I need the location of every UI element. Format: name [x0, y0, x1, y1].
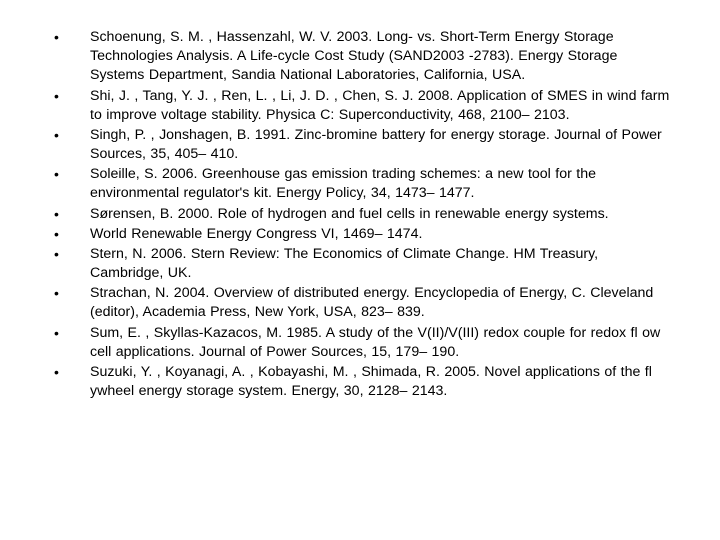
reference-text: Schoenung, S. M. , Hassenzahl, W. V. 200… — [90, 28, 672, 86]
list-item: • Suzuki, Y. , Koyanagi, A. , Kobayashi,… — [48, 363, 672, 401]
reference-text: Singh, P. , Jonshagen, B. 1991. Zinc-bro… — [90, 126, 672, 164]
list-item: • Shi, J. , Tang, Y. J. , Ren, L. , Li, … — [48, 87, 672, 125]
bullet-icon: • — [48, 28, 90, 47]
reference-text: Suzuki, Y. , Koyanagi, A. , Kobayashi, M… — [90, 363, 672, 401]
bullet-icon: • — [48, 225, 90, 244]
list-item: • Singh, P. , Jonshagen, B. 1991. Zinc-b… — [48, 126, 672, 164]
reference-text: Soleille, S. 2006. Greenhouse gas emissi… — [90, 165, 672, 203]
list-item: • Sum, E. , Skyllas-Kazacos, M. 1985. A … — [48, 324, 672, 362]
bullet-icon: • — [48, 165, 90, 184]
reference-text: Strachan, N. 2004. Overview of distribut… — [90, 284, 672, 322]
bullet-icon: • — [48, 284, 90, 303]
list-item: • Stern, N. 2006. Stern Review: The Econ… — [48, 245, 672, 283]
list-item: • Schoenung, S. M. , Hassenzahl, W. V. 2… — [48, 28, 672, 86]
bullet-icon: • — [48, 324, 90, 343]
bullet-icon: • — [48, 205, 90, 224]
list-item: • Strachan, N. 2004. Overview of distrib… — [48, 284, 672, 322]
bullet-icon: • — [48, 363, 90, 382]
reference-text: Sørensen, B. 2000. Role of hydrogen and … — [90, 205, 672, 224]
reference-text: Sum, E. , Skyllas-Kazacos, M. 1985. A st… — [90, 324, 672, 362]
reference-text: Stern, N. 2006. Stern Review: The Econom… — [90, 245, 672, 283]
list-item: • Soleille, S. 2006. Greenhouse gas emis… — [48, 165, 672, 203]
list-item: • Sørensen, B. 2000. Role of hydrogen an… — [48, 205, 672, 224]
reference-list: • Schoenung, S. M. , Hassenzahl, W. V. 2… — [48, 28, 672, 401]
bullet-icon: • — [48, 245, 90, 264]
list-item: • World Renewable Energy Congress VI, 14… — [48, 225, 672, 244]
reference-text: Shi, J. , Tang, Y. J. , Ren, L. , Li, J.… — [90, 87, 672, 125]
reference-text: World Renewable Energy Congress VI, 1469… — [90, 225, 672, 244]
bullet-icon: • — [48, 126, 90, 145]
bullet-icon: • — [48, 87, 90, 106]
